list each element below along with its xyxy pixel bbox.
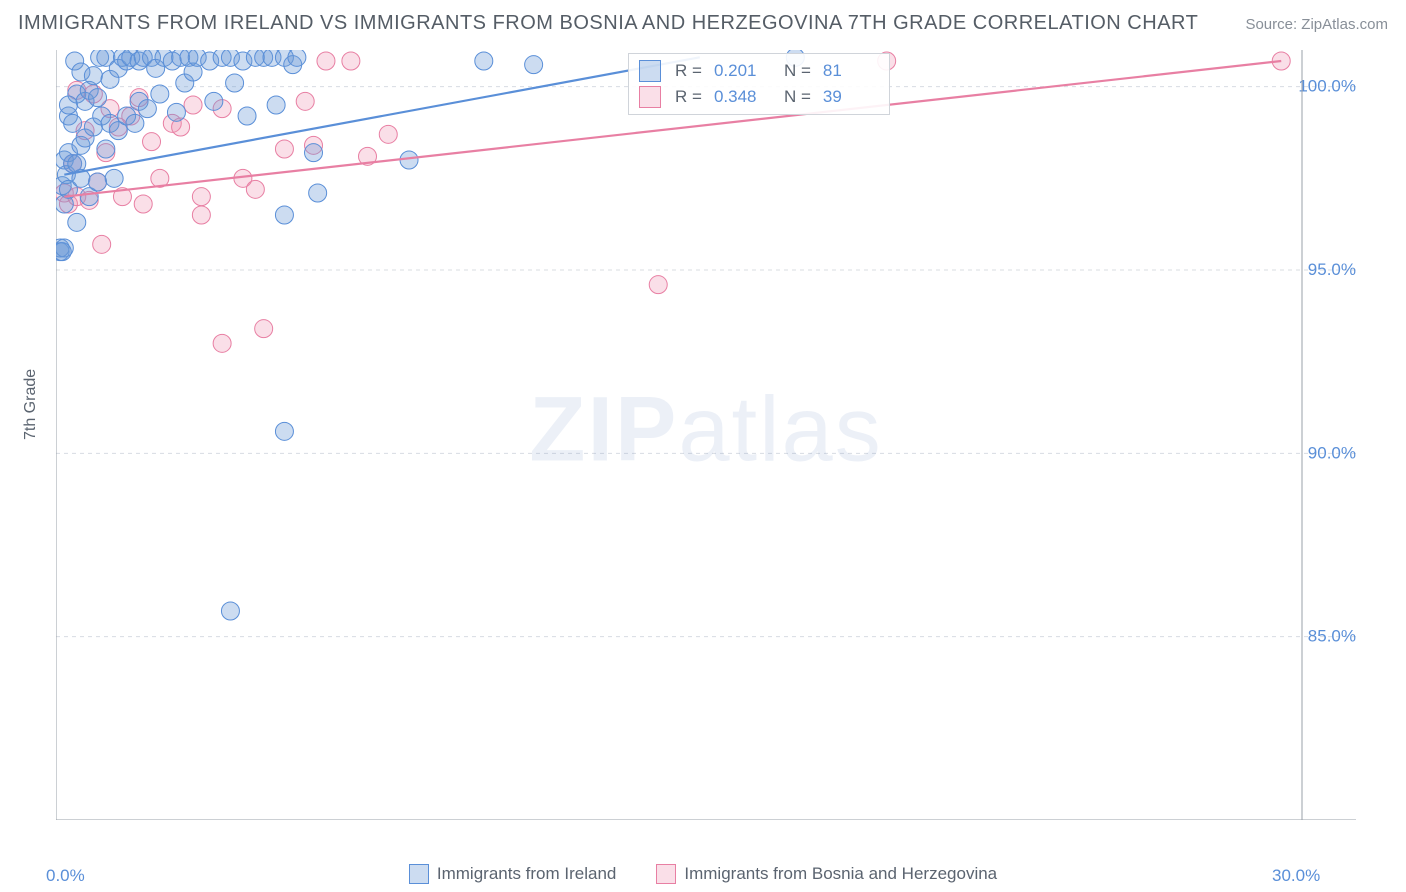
scatter-chart: 85.0% 90.0% 95.0% 100.0% (56, 50, 1356, 820)
legend-item-bosnia: Immigrants from Bosnia and Herzegovina (656, 864, 997, 884)
page-title: IMMIGRANTS FROM IRELAND VS IMMIGRANTS FR… (18, 12, 1198, 35)
legend: Immigrants from Ireland Immigrants from … (0, 864, 1406, 884)
y-axis-label: 7th Grade (22, 369, 40, 440)
svg-text:95.0%: 95.0% (1308, 260, 1356, 279)
legend-item-ireland: Immigrants from Ireland (409, 864, 617, 884)
stats-row-bosnia: R = 0.348 N = 39 (639, 84, 879, 110)
correlation-stats-box: R = 0.201 N = 81 R = 0.348 N = 39 (628, 53, 890, 115)
svg-text:90.0%: 90.0% (1308, 443, 1356, 462)
svg-text:85.0%: 85.0% (1308, 627, 1356, 646)
svg-text:100.0%: 100.0% (1298, 77, 1356, 96)
legend-label: Immigrants from Ireland (437, 864, 617, 884)
legend-label: Immigrants from Bosnia and Herzegovina (684, 864, 997, 884)
chart-area: 85.0%90.0%95.0%100.0% ZIPatlas R = 0.201… (56, 50, 1356, 820)
source-label: Source: ZipAtlas.com (1245, 16, 1388, 33)
stats-row-ireland: R = 0.201 N = 81 (639, 58, 879, 84)
